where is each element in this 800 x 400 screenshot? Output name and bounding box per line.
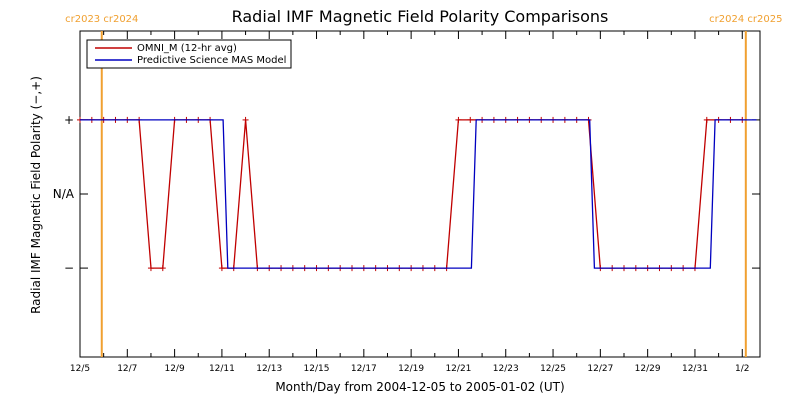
data-point [147, 265, 154, 272]
x-tick-label: 1/2 [735, 364, 749, 374]
y-tick-label: N/A [53, 187, 75, 201]
x-tick-label: 12/13 [256, 364, 282, 374]
x-tick-label: 12/29 [635, 364, 661, 374]
plot-frame [79, 30, 761, 358]
data-point [703, 116, 710, 123]
x-tick-label: 12/21 [445, 364, 471, 374]
series-line-1 [80, 119, 757, 269]
x-tick-label: 12/25 [540, 364, 566, 374]
series-line-0 [80, 119, 743, 269]
y-axis-label: Radial IMF Magnetic Field Polarity (−,+) [29, 76, 43, 314]
legend: OMNI_M (12-hr avg) Predictive Science MA… [86, 39, 292, 69]
carrington-marker-label: cr2023 cr2024 [65, 14, 138, 25]
axis-ticks: 12/5 12/7 12/9 12/11 12/13 12/15 12/17 12/19 12/… [53, 31, 760, 374]
y-tick-label: + [64, 113, 74, 127]
x-tick-label: 12/15 [304, 364, 330, 374]
carrington-markers: cr2023 cr2024 cr2024 cr2025 [65, 14, 782, 357]
legend-label-omni: OMNI_M (12-hr avg) [137, 43, 237, 54]
data-point [218, 265, 225, 272]
x-tick-label: 12/17 [351, 364, 377, 374]
x-tick-label: 12/5 [70, 364, 90, 374]
data-point [159, 265, 166, 272]
legend-label-mas: Predictive Science MAS Model [137, 55, 286, 66]
legend-box [86, 39, 292, 69]
x-tick-label: 12/7 [117, 364, 137, 374]
x-tick-label: 12/11 [209, 364, 235, 374]
y-tick-label: − [64, 261, 74, 275]
x-tick-label: 12/27 [587, 364, 613, 374]
x-tick-label: 12/23 [493, 364, 519, 374]
x-tick-label: 12/19 [398, 364, 424, 374]
data-series [77, 116, 757, 272]
data-point [455, 116, 462, 123]
x-tick-label: 12/31 [682, 364, 708, 374]
x-axis-label: Month/Day from 2004-12-05 to 2005-01-02 … [275, 380, 564, 394]
data-point [467, 116, 474, 123]
carrington-marker-label: cr2024 cr2025 [709, 14, 782, 25]
chart-title: Radial IMF Magnetic Field Polarity Compa… [232, 7, 609, 26]
data-point [242, 116, 249, 123]
x-tick-label: 12/9 [164, 364, 184, 374]
